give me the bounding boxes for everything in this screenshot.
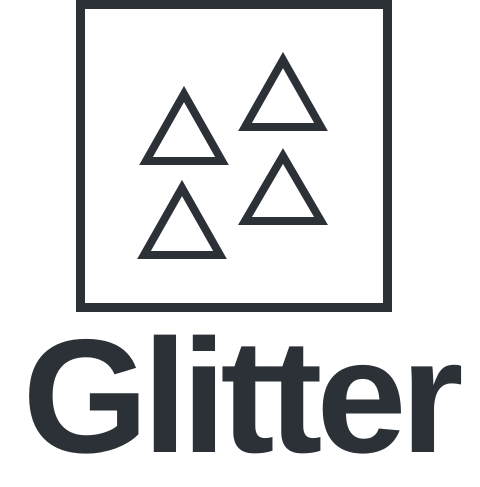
triangle-top-left — [139, 85, 229, 165]
logo-square-frame — [76, 0, 392, 312]
logo-mark — [76, 0, 392, 316]
triangles-in-square-icon — [76, 0, 392, 312]
glitter-logo: Glitter — [22, 0, 464, 487]
brand-name: Glitter — [22, 306, 463, 487]
triangle-bottom-right — [238, 148, 328, 225]
triangle-top-right — [238, 51, 328, 131]
triangle-bottom-left — [137, 179, 227, 259]
